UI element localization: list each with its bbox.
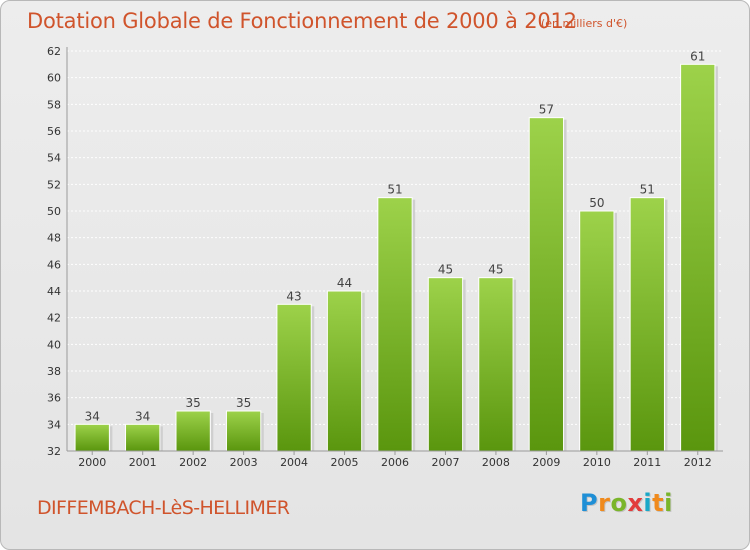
bar-value-label: 51	[387, 183, 402, 197]
bar-2002[interactable]	[175, 410, 211, 452]
x-tick-label: 2003	[230, 456, 258, 469]
bar-value-label: 35	[236, 396, 251, 410]
bar-2008[interactable]	[478, 277, 514, 452]
bar-2010[interactable]	[579, 210, 615, 452]
x-tick-label: 2010	[583, 456, 611, 469]
x-tick-label: 2001	[129, 456, 157, 469]
x-tick-label: 2011	[633, 456, 661, 469]
y-tick-label: 36	[47, 392, 61, 405]
bar-value-label: 34	[135, 409, 150, 423]
bar-value-label: 44	[337, 276, 352, 290]
bar-2012[interactable]	[680, 63, 716, 452]
commune-name: DIFFEMBACH-LèS-HELLIMER	[37, 497, 290, 519]
proxiti-logo[interactable]: Proxiti	[580, 489, 673, 517]
bar-value-label: 61	[690, 49, 705, 63]
y-tick-label: 40	[47, 338, 61, 351]
x-tick-label: 2004	[280, 456, 308, 469]
bar-value-label: 34	[85, 409, 100, 423]
bar-value-label: 50	[589, 196, 604, 210]
bar-value-label: 35	[186, 396, 201, 410]
y-tick-label: 38	[47, 365, 61, 378]
bar-2009[interactable]	[528, 117, 565, 452]
y-tick-label: 60	[47, 72, 61, 85]
y-tick-label: 34	[47, 418, 61, 431]
chart-unit-label: (en milliers d'€)	[541, 17, 628, 30]
x-tick-label: 2006	[381, 456, 409, 469]
bar-value-label: 45	[438, 263, 453, 277]
bar-2007[interactable]	[427, 277, 464, 452]
bar-value-label: 45	[488, 263, 503, 277]
y-tick-label: 56	[47, 125, 61, 138]
bar-2004[interactable]	[276, 303, 312, 452]
bar-2006[interactable]	[377, 197, 413, 452]
y-tick-label: 50	[47, 205, 61, 218]
bar-value-label: 57	[539, 103, 554, 117]
bars: 34 34 35 35 43 44 51 45 45 57 50 51 61	[74, 49, 718, 452]
y-tick-label: 44	[47, 285, 61, 298]
x-tick-label: 2007	[431, 456, 459, 469]
bar-2000[interactable]	[74, 423, 110, 452]
x-tick-label: 2002	[179, 456, 207, 469]
x-tick-label: 2012	[684, 456, 712, 469]
y-tick-label: 32	[47, 445, 61, 458]
bar-2011[interactable]	[629, 197, 665, 452]
y-tick-label: 48	[47, 232, 61, 245]
y-tick-label: 62	[47, 45, 61, 58]
chart-title: Dotation Globale de Fonctionnement de 20…	[27, 9, 577, 33]
bar-2005[interactable]	[326, 290, 363, 452]
y-tick-label: 52	[47, 178, 61, 191]
bar-value-label: 51	[640, 183, 655, 197]
y-tick-label: 58	[47, 98, 61, 111]
x-tick-label: 2009	[532, 456, 560, 469]
bar-2003[interactable]	[225, 410, 262, 452]
bar-2001[interactable]	[125, 423, 161, 452]
axes: 32 34 36 38 40 42 44 46 48 50 52 54 56 58 60 62 2000 2001…	[47, 45, 723, 469]
x-tick-label: 2000	[78, 456, 106, 469]
bar-value-label: 43	[286, 289, 301, 303]
x-tick-label: 2005	[331, 456, 359, 469]
x-tick-label: 2008	[482, 456, 510, 469]
y-tick-label: 46	[47, 258, 61, 271]
y-tick-label: 42	[47, 312, 61, 325]
y-tick-label: 54	[47, 152, 61, 165]
